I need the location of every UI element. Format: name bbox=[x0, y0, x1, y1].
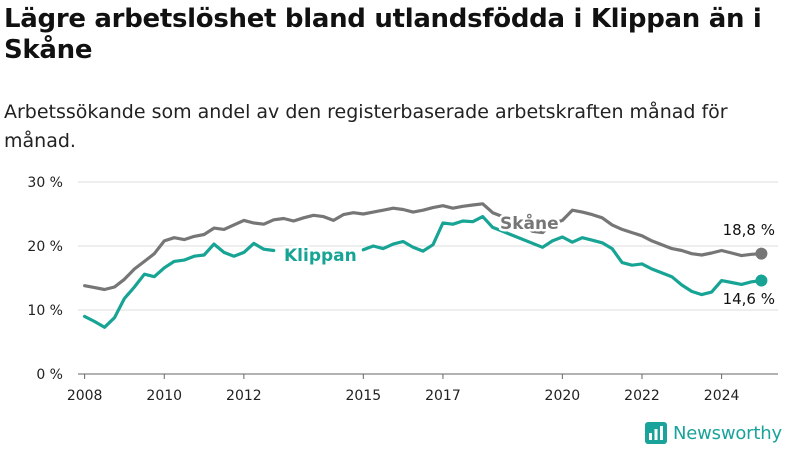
y-tick-label: 30 % bbox=[27, 175, 63, 191]
x-tick-label: 2024 bbox=[704, 388, 740, 404]
series-label-klippan-halo: Klippan bbox=[284, 246, 357, 266]
x-tick-label: 2008 bbox=[67, 388, 103, 404]
x-tick-label: 2022 bbox=[624, 388, 660, 404]
series-label-skane-halo: Skåne bbox=[500, 212, 559, 234]
x-tick-label: 2020 bbox=[545, 388, 581, 404]
end-value-label-klippan: 14,6 % bbox=[723, 290, 775, 308]
end-value-label-skane: 18,8 % bbox=[723, 221, 775, 239]
bar-chart-logo-icon bbox=[645, 422, 667, 444]
chart-title: Lägre arbetslöshet bland utlandsfödda i … bbox=[4, 4, 762, 65]
x-tick-label: 2012 bbox=[226, 388, 262, 404]
y-tick-label: 20 % bbox=[27, 239, 63, 255]
end-point-skåne bbox=[755, 247, 768, 260]
series-line-klippan bbox=[361, 215, 763, 297]
series-line-klippan bbox=[83, 241, 276, 329]
y-tick-label: 0 % bbox=[36, 367, 63, 383]
newsworthy-logo: Newsworthy bbox=[645, 420, 782, 446]
chart-subtitle: Arbetssökande som andel av den registerb… bbox=[4, 101, 728, 152]
y-tick-label: 10 % bbox=[27, 303, 63, 319]
series-label-klippan: Klippan bbox=[284, 246, 357, 266]
series-line-skåne bbox=[83, 202, 763, 292]
brand-name: Newsworthy bbox=[673, 422, 782, 444]
x-tick-label: 2017 bbox=[425, 388, 461, 404]
x-tick-label: 2010 bbox=[146, 388, 182, 404]
end-point-klippan bbox=[755, 274, 768, 287]
x-tick-label: 2015 bbox=[345, 388, 381, 404]
series-label-skane: Skåne bbox=[500, 212, 559, 234]
